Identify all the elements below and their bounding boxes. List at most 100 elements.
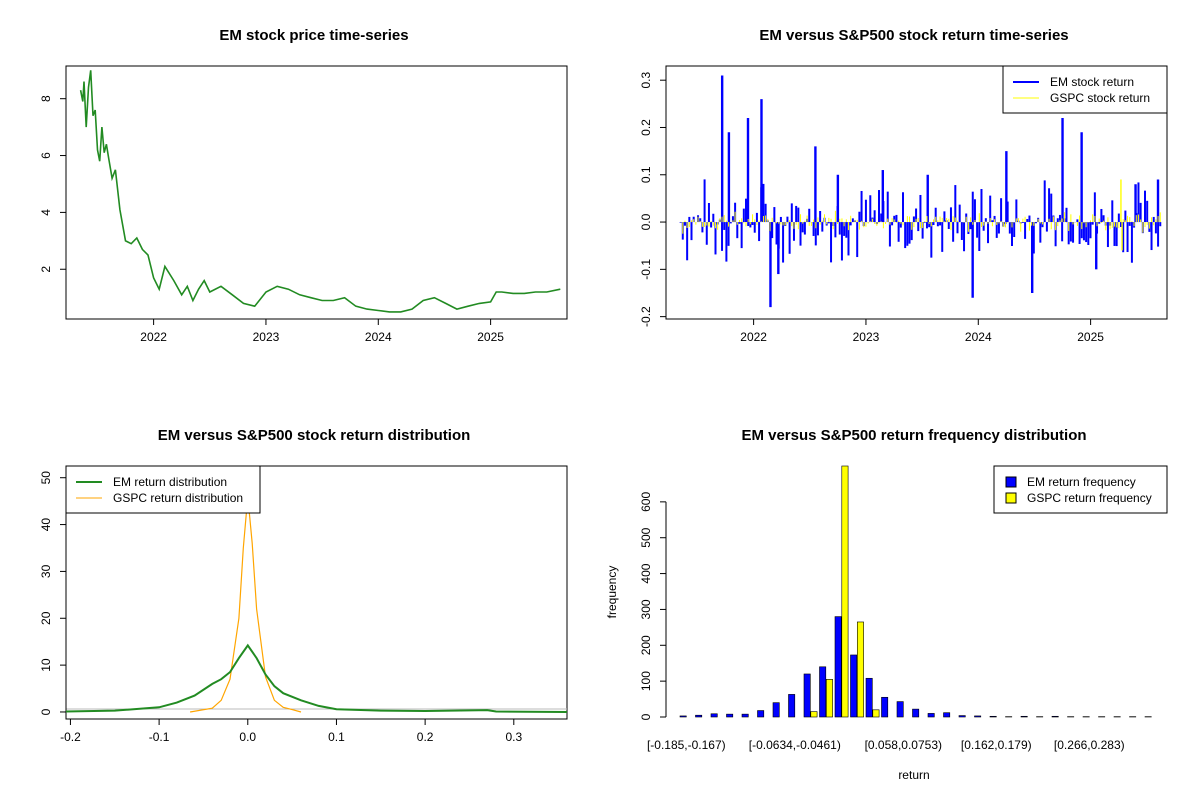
- gspc-frequency-bar: [856, 621, 864, 718]
- em-frequency-bar: [896, 701, 904, 718]
- density-x-tick-label: 0.2: [417, 730, 434, 744]
- histogram-chart: EM versus S&P500 return frequency distri…: [605, 427, 1168, 782]
- price-y-tick-label: 6: [39, 152, 53, 159]
- price-y-tick-label: 2: [39, 266, 53, 273]
- em-frequency-bar: [741, 713, 749, 718]
- em-density-line: [65, 643, 568, 713]
- density-x-tick-label: 0.0: [239, 730, 256, 744]
- histogram-chart-title: EM versus S&P500 return frequency distri…: [741, 427, 1086, 444]
- histogram-category-label: [0.266,0.283): [1054, 738, 1125, 752]
- density-x-tick-label: -0.1: [149, 730, 170, 744]
- gspc-density-line: [189, 496, 302, 713]
- gspc-frequency-legend-label: GSPC return frequency: [1027, 491, 1152, 505]
- em-density-legend-label: EM return distribution: [113, 475, 227, 489]
- density-y-tick-label: 30: [39, 564, 53, 578]
- price-y-axis: 2 4 6 8: [39, 95, 67, 273]
- density-chart-title: EM versus S&P500 stock return distributi…: [158, 427, 471, 444]
- price-y-tick-label: 8: [39, 95, 53, 102]
- gspc-return-series: [680, 179, 1161, 251]
- returns-y-tick-label: 0.3: [639, 72, 653, 89]
- density-y-tick-label: 0: [39, 708, 53, 715]
- em-frequency-bar: [943, 712, 951, 718]
- density-y-tick-label: 50: [39, 471, 53, 485]
- returns-chart: EM versus S&P500 stock return time-serie…: [639, 27, 1168, 344]
- price-chart-title: EM stock price time-series: [219, 27, 408, 44]
- returns-y-tick-label: 0.2: [639, 119, 653, 136]
- histogram-x-label: return: [898, 768, 929, 782]
- hist-y-tick-label: 300: [639, 599, 653, 619]
- density-y-tick-label: 20: [39, 611, 53, 625]
- em-frequency-bar: [757, 710, 765, 718]
- histogram-category-label: [0.162,0.179): [961, 738, 1032, 752]
- em-frequency-bar: [927, 713, 935, 718]
- em-frequency-bar: [710, 713, 718, 718]
- hist-y-tick-label: 500: [639, 527, 653, 547]
- histogram-y-label: frequency: [605, 566, 619, 619]
- em-frequency-bar: [989, 715, 997, 718]
- price-x-tick-label: 2023: [253, 330, 280, 344]
- em-frequency-bar: [834, 616, 842, 718]
- em-frequency-legend-label: EM return frequency: [1027, 475, 1136, 489]
- returns-x-tick-label: 2022: [740, 330, 767, 344]
- histogram-y-axis: 0 100 200 300 400 500 600: [639, 492, 667, 720]
- em-frequency-bar: [1020, 715, 1028, 718]
- em-frequency-bar: [726, 713, 734, 718]
- returns-y-tick-label: -0.1: [639, 259, 653, 280]
- histogram-category-label: [-0.0634,-0.0461): [749, 738, 841, 752]
- histogram-category-labels: [-0.185,-0.167) [-0.0634,-0.0461) [0.058,0…: [647, 738, 1125, 752]
- hist-y-tick-label: 200: [639, 635, 653, 655]
- price-y-tick-label: 4: [39, 209, 53, 216]
- em-frequency-bar: [912, 708, 920, 718]
- density-y-tick-label: 10: [39, 658, 53, 672]
- em-frequency-bar: [819, 666, 827, 718]
- gspc-frequency-bar: [825, 679, 833, 718]
- density-x-tick-label: 0.1: [328, 730, 345, 744]
- em-frequency-bar: [1051, 715, 1059, 718]
- price-x-tick-label: 2024: [365, 330, 392, 344]
- em-frequency-bar: [772, 702, 780, 718]
- price-series-line: [79, 70, 561, 313]
- density-x-tick-label: 0.3: [505, 730, 522, 744]
- returns-x-tick-label: 2024: [965, 330, 992, 344]
- histogram-bars: [679, 465, 1152, 718]
- returns-y-tick-label: 0.0: [639, 213, 653, 230]
- returns-y-tick-label: 0.1: [639, 166, 653, 183]
- gspc-legend-label: GSPC stock return: [1050, 91, 1150, 105]
- em-frequency-legend-swatch: [1005, 476, 1017, 488]
- em-legend-label: EM stock return: [1050, 75, 1134, 89]
- density-x-axis: -0.2 -0.1 0.0 0.1 0.2 0.3: [60, 718, 522, 744]
- price-x-tick-label: 2022: [140, 330, 167, 344]
- gspc-density-legend-label: GSPC return distribution: [113, 491, 243, 505]
- density-legend-box: [65, 465, 261, 514]
- em-frequency-bar: [974, 715, 982, 718]
- price-x-tick-label: 2025: [477, 330, 504, 344]
- returns-x-tick-label: 2025: [1077, 330, 1104, 344]
- density-x-tick-label: -0.2: [60, 730, 81, 744]
- histogram-category-label: [-0.185,-0.167): [647, 738, 726, 752]
- density-y-axis: 0 10 20 30 40 50: [39, 471, 67, 715]
- histogram-category-label: [0.058,0.0753): [865, 738, 942, 752]
- em-frequency-bar: [958, 715, 966, 718]
- hist-y-tick-label: 600: [639, 492, 653, 512]
- histogram-legend-box: [993, 465, 1168, 514]
- em-frequency-bar: [679, 715, 687, 718]
- returns-x-tick-label: 2023: [853, 330, 880, 344]
- gspc-frequency-legend-swatch: [1005, 492, 1017, 504]
- gspc-frequency-bar: [872, 709, 880, 718]
- em-return-series: [679, 75, 1162, 308]
- em-frequency-bar: [803, 673, 811, 718]
- hist-y-tick-label: 100: [639, 671, 653, 691]
- price-chart: EM stock price time-series 2022 2023 2024 2…: [39, 27, 568, 344]
- histogram-legend: EM return frequency GSPC return frequenc…: [993, 465, 1168, 514]
- hist-y-tick-label: 400: [639, 563, 653, 583]
- returns-y-axis: -0.2 -0.1 0.0 0.1 0.2 0.3: [639, 72, 667, 327]
- price-x-axis: 2022 2023 2024 2025: [140, 318, 504, 344]
- em-frequency-bar: [695, 714, 703, 718]
- em-frequency-bar: [788, 694, 796, 718]
- gspc-frequency-bar: [810, 711, 818, 718]
- price-plot-frame: [65, 65, 568, 320]
- em-frequency-bar: [850, 654, 858, 718]
- returns-legend: EM stock return GSPC stock return: [1002, 65, 1168, 114]
- density-legend: EM return distribution GSPC return distr…: [65, 465, 261, 514]
